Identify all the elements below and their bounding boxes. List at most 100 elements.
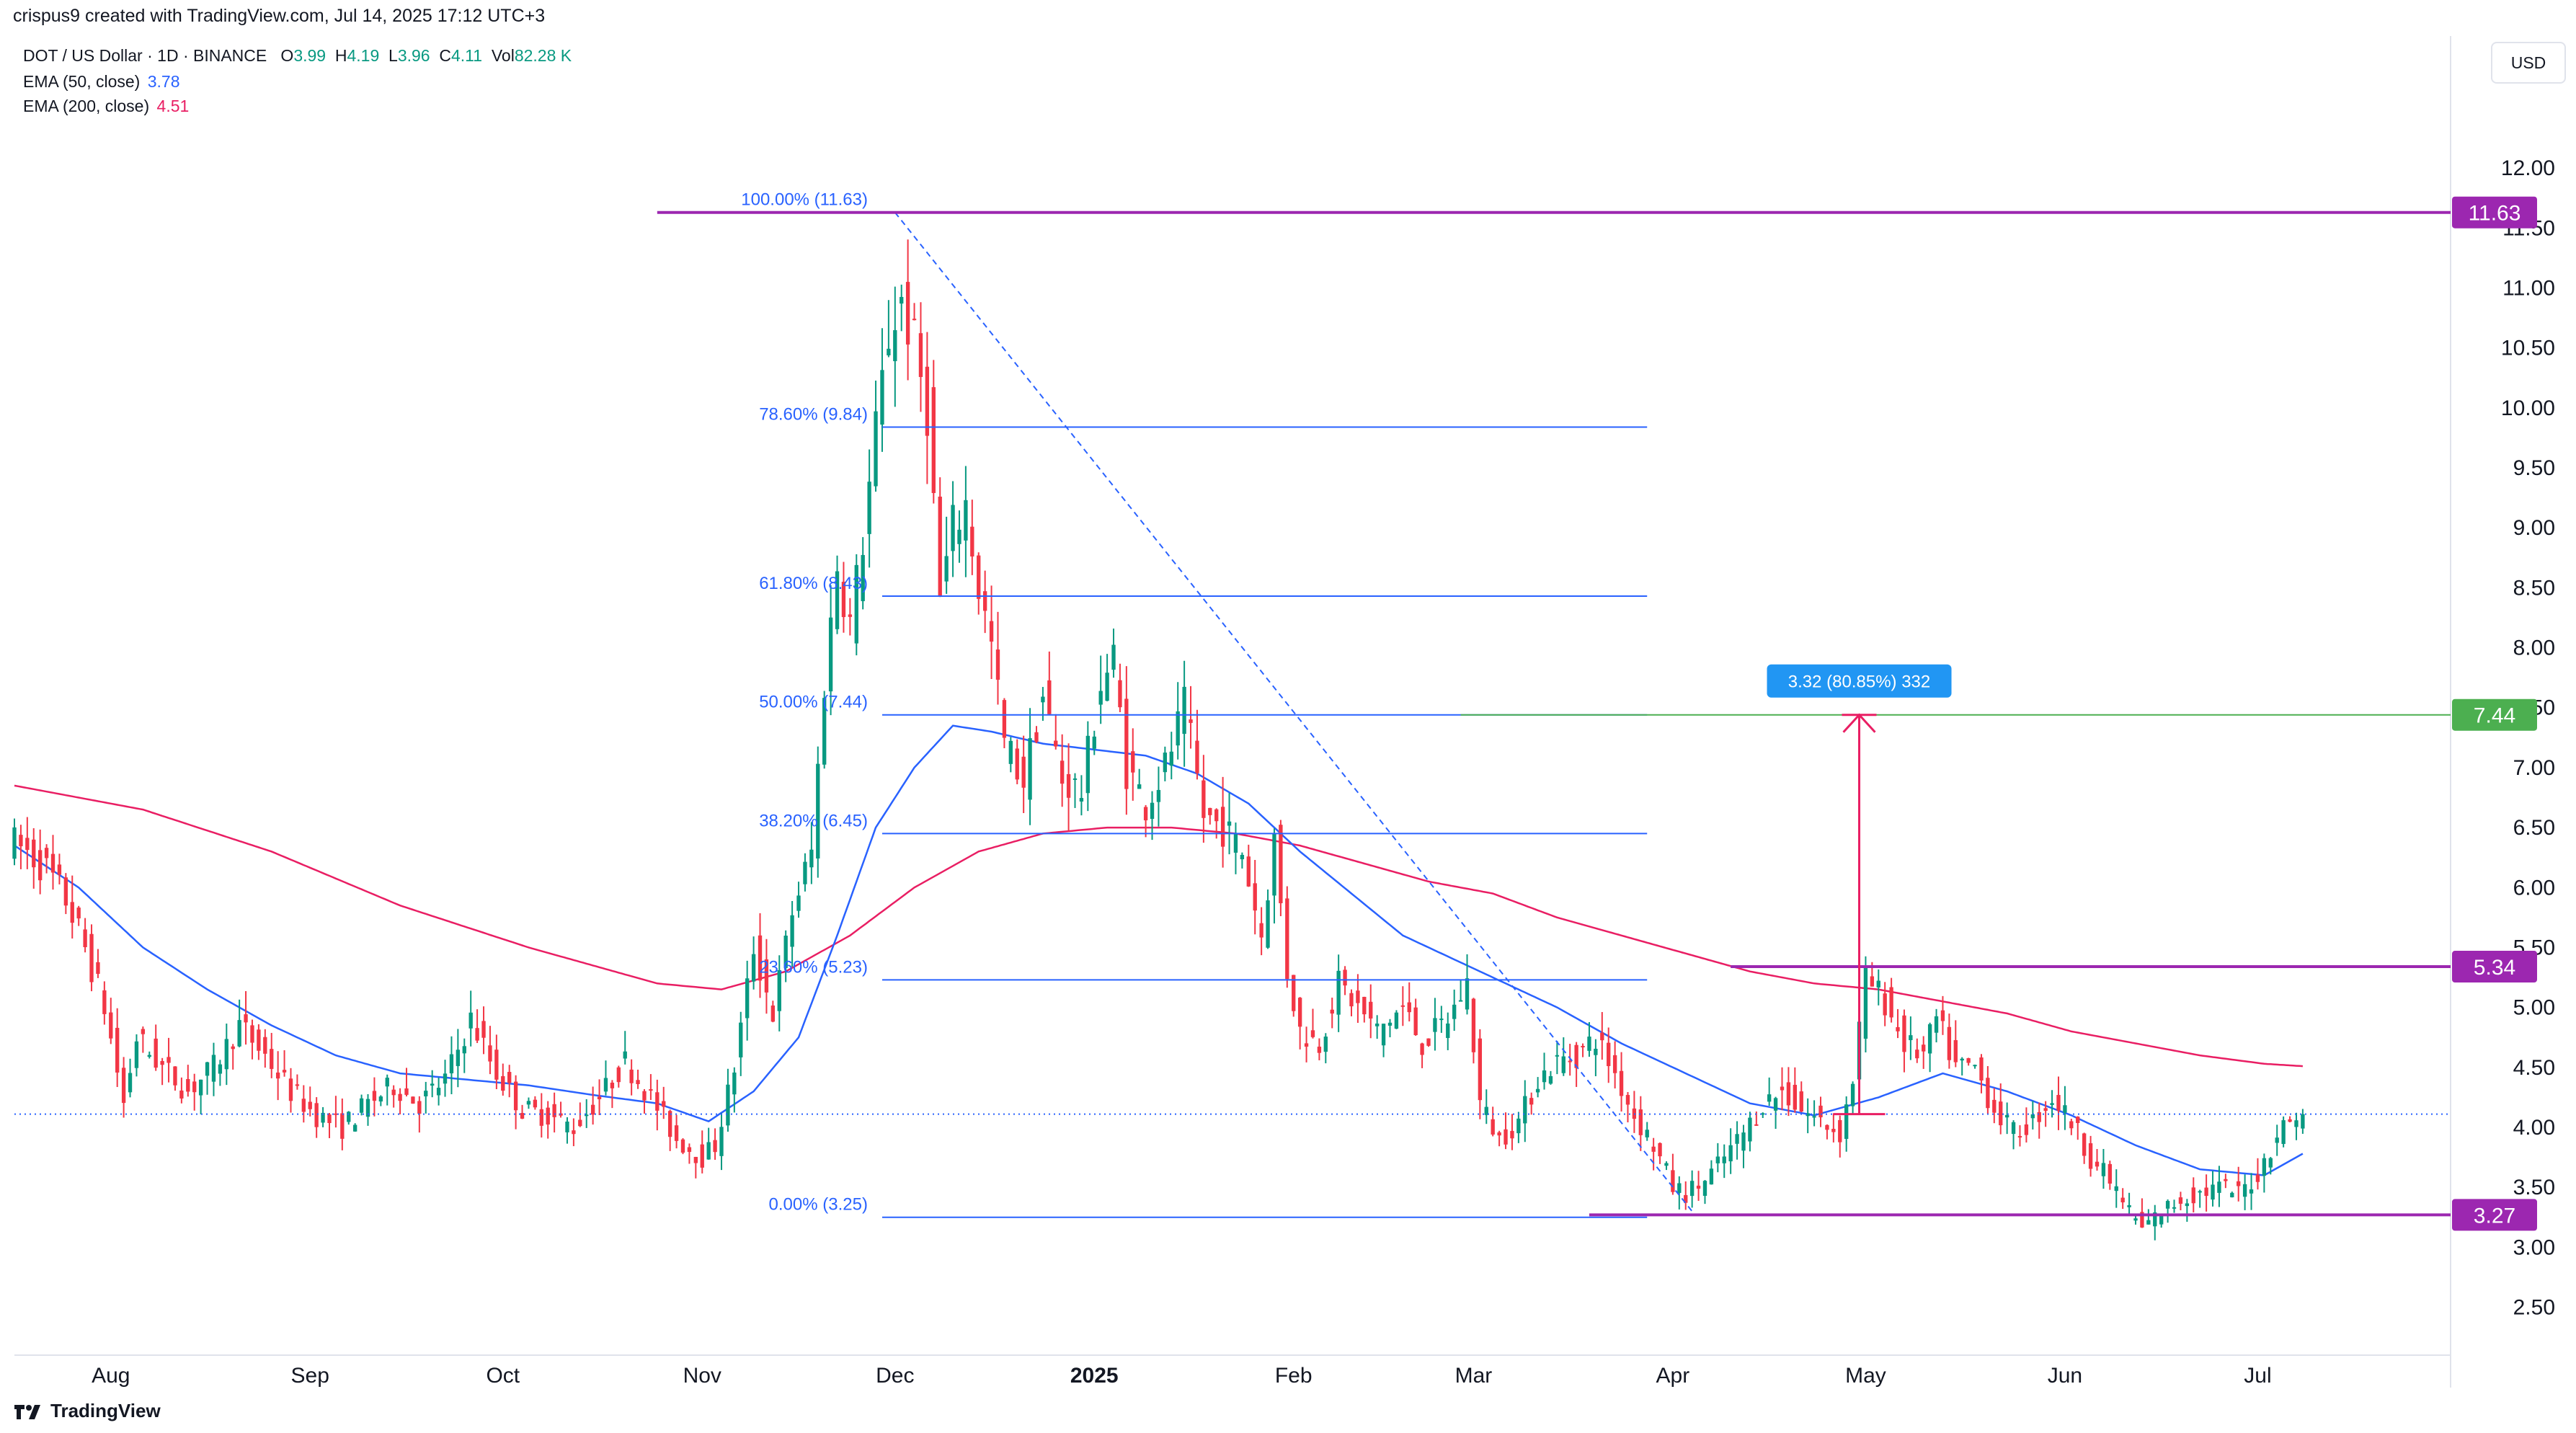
y-tick-label: 4.00 (2513, 1116, 2555, 1140)
candle-body (1702, 1181, 1707, 1196)
candle-body (424, 1091, 428, 1096)
candle-body (751, 954, 756, 982)
candle-body (1658, 1143, 1662, 1157)
ema200-legend-row[interactable]: EMA (200, close) 4.51 (23, 97, 189, 116)
candle-body (2204, 1187, 2208, 1197)
candle-body (970, 526, 974, 557)
candle-body (186, 1078, 190, 1092)
candle-body (32, 839, 36, 868)
candle-body (1850, 1083, 1855, 1106)
candle-body (1741, 1132, 1746, 1151)
candle-body (1510, 1130, 1514, 1139)
candle-body (687, 1147, 692, 1153)
candle-body (1259, 923, 1263, 938)
candle-body (597, 1096, 602, 1099)
ema50-legend-row[interactable]: EMA (50, close) 3.78 (23, 72, 180, 92)
candle-body (2185, 1203, 2190, 1207)
candle-body (1548, 1075, 1553, 1084)
candle-body (590, 1104, 595, 1115)
x-tick-label: Jun (2048, 1364, 2082, 1388)
candle-body (192, 1081, 197, 1093)
candle-body (1420, 1043, 1424, 1055)
candle-body (1973, 1065, 1977, 1067)
candle-body (706, 1142, 711, 1160)
candle-body (1227, 821, 1232, 826)
candle-body (44, 848, 49, 859)
candle-body (2095, 1161, 2100, 1167)
candle-body (1780, 1086, 1785, 1091)
candle-body (1922, 1044, 1926, 1052)
candle-body (2159, 1215, 2164, 1225)
candle-body (713, 1140, 717, 1153)
candle-body (655, 1092, 659, 1111)
candle-body (1902, 1015, 1906, 1052)
candle-body (237, 1020, 241, 1047)
candle-body (874, 411, 878, 487)
candle-body (2237, 1181, 2241, 1186)
close-value: 4.11 (451, 46, 483, 65)
candle-body (1195, 740, 1199, 773)
y-tick-label: 9.50 (2513, 456, 2555, 480)
candle-body (494, 1050, 499, 1080)
candle-body (481, 1021, 486, 1038)
candle-body (378, 1096, 383, 1102)
candle-body (1735, 1134, 1739, 1144)
candle-body (1008, 740, 1013, 764)
candle-body (198, 1079, 203, 1096)
candle-body (649, 1089, 653, 1091)
candle-body (1433, 1018, 1437, 1032)
candle-body (2262, 1158, 2267, 1176)
candle-body (1131, 751, 1135, 773)
candle-body (1684, 1194, 1688, 1203)
candle-body (1574, 1044, 1578, 1068)
candle-body (816, 763, 820, 859)
candle-body (1336, 970, 1341, 1015)
x-tick-label: Oct (486, 1364, 520, 1388)
x-tick-label: 2025 (1070, 1364, 1119, 1388)
candle-body (1619, 1070, 1624, 1096)
y-tick-label: 6.00 (2513, 876, 2555, 900)
candle-body (25, 838, 30, 851)
candle-body (700, 1144, 704, 1168)
candle-body (1066, 773, 1071, 798)
candle-body (488, 1045, 492, 1062)
candle-body (70, 902, 74, 923)
candle-body (1439, 1019, 1444, 1021)
candle-body (719, 1127, 724, 1156)
candle-body (1240, 855, 1245, 860)
candle-body (1028, 738, 1032, 800)
candle-body (1953, 1039, 1958, 1062)
candle-body (674, 1125, 679, 1141)
y-tick-label: 12.00 (2501, 156, 2555, 180)
candle-body (1015, 748, 1019, 780)
candle-body (1715, 1156, 1720, 1163)
candle-body (2088, 1143, 2093, 1169)
candle-body (1085, 735, 1091, 794)
candle-body (1163, 753, 1168, 773)
candle-body (404, 1088, 409, 1095)
candle-body (803, 861, 807, 884)
candle-body (2082, 1133, 2087, 1156)
candle-body (1362, 996, 1367, 1015)
candle-body (1748, 1117, 1752, 1142)
candle-body (128, 1073, 133, 1093)
candle-body (1915, 1050, 1919, 1059)
candle-body (2043, 1108, 2048, 1112)
fib-level-label: 50.00% (7.44) (759, 693, 868, 712)
candle-body (867, 482, 871, 534)
y-tick-label: 5.00 (2513, 996, 2555, 1020)
candle-body (2120, 1197, 2125, 1203)
candle-body (1484, 1106, 1488, 1115)
y-tick-label: 3.00 (2513, 1235, 2555, 1259)
candle-body (1992, 1099, 1997, 1113)
candle-body (115, 1027, 120, 1073)
tradingview-logo[interactable]: TradingView (13, 1400, 161, 1422)
candle-body (841, 582, 846, 618)
symbol-name[interactable]: DOT / US Dollar · 1D · BINANCE (23, 46, 267, 65)
currency-button[interactable]: USD (2491, 42, 2566, 84)
candle-body (250, 1025, 254, 1043)
candle-body (468, 1012, 473, 1029)
candle-body (1793, 1084, 1798, 1110)
candle-body (1169, 751, 1173, 766)
